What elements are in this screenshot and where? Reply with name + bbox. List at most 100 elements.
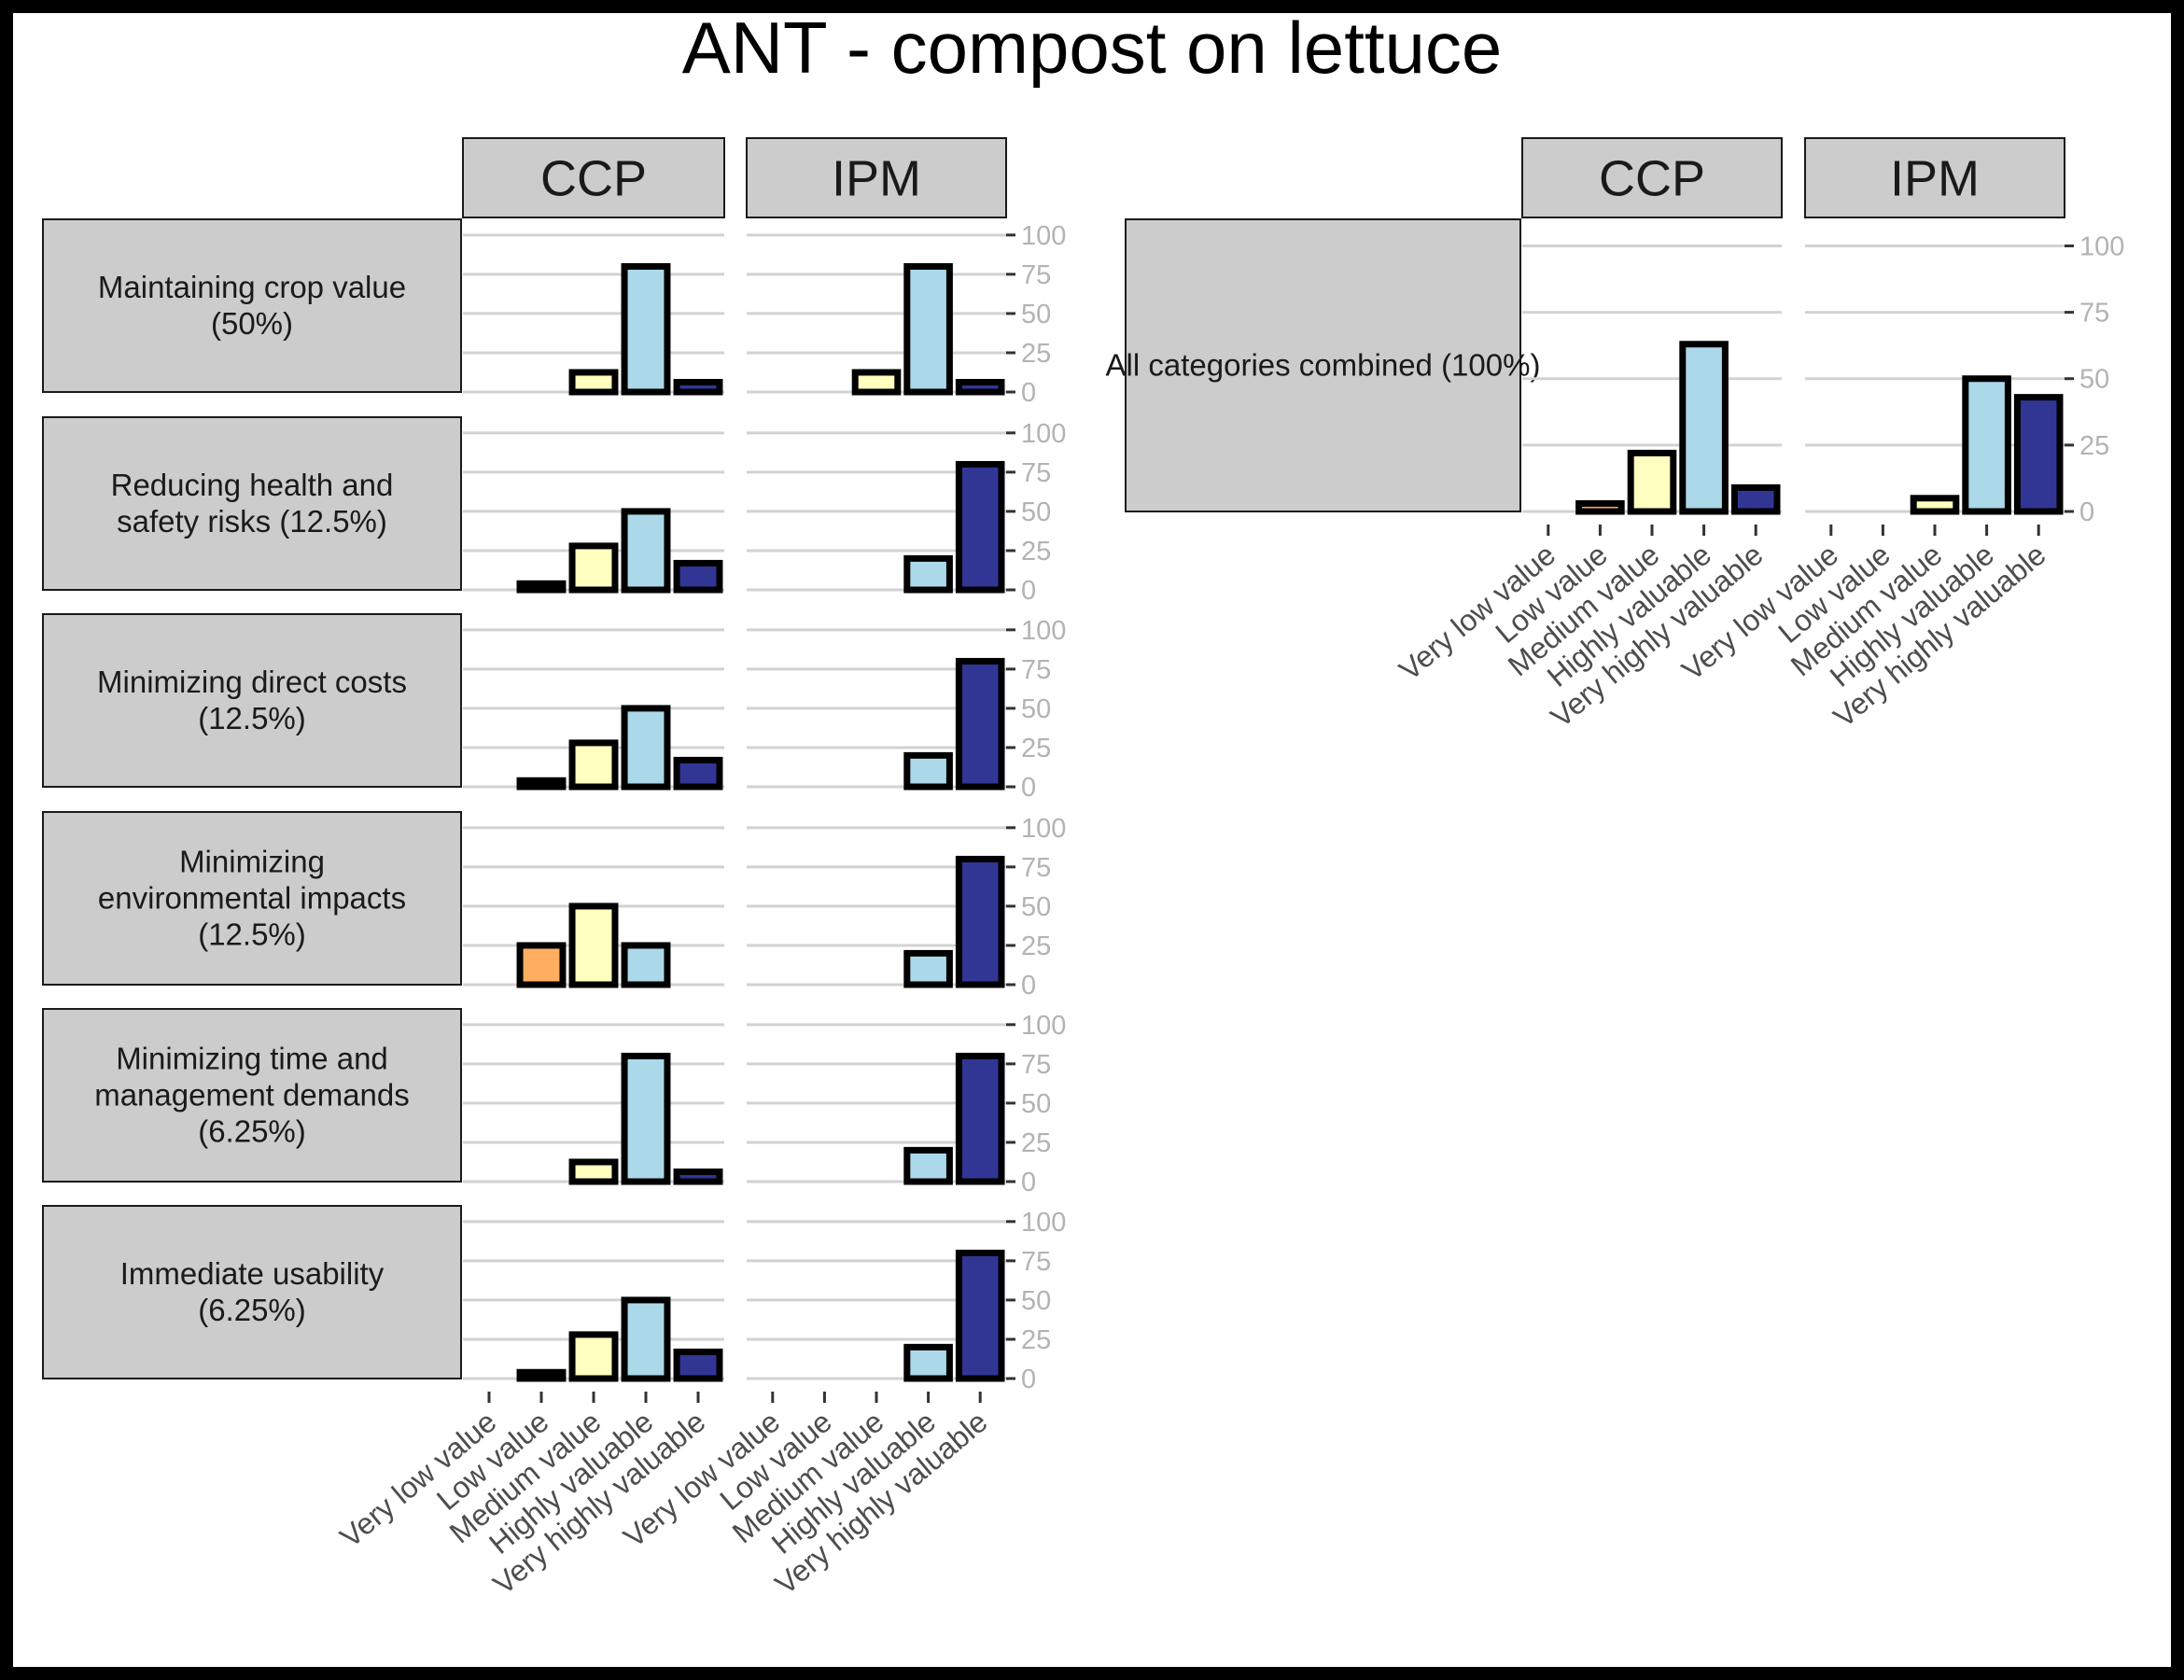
left-ccp-strip (462, 137, 725, 218)
left-row-4-y-tick-label: 100 (1021, 1011, 1066, 1041)
left-row-3-row-label: Minimizing environmental impacts (12.5%) (98, 845, 406, 952)
left-row-3-y-tick-label: 100 (1021, 814, 1066, 844)
left-row-0-y-tick-label: 25 (1021, 339, 1051, 369)
combined-y-tick-label: 50 (2079, 365, 2109, 395)
left-row-3-ccp-bar-2 (568, 903, 619, 988)
left-row-3-y-tick-label: 75 (1021, 853, 1051, 883)
left-row-4-y-tick-label: 0 (1021, 1168, 1036, 1197)
chart-title: ANT - compost on lettuce (682, 7, 1503, 89)
combined-row-label: All categories combined (100%) (1106, 348, 1541, 383)
combined-ccp-bar-4 (1730, 483, 1781, 515)
left-row-1-ccp-bar-3 (621, 508, 671, 594)
left-row-0-ipm-bar-2 (851, 369, 902, 396)
combined-row-strip (1125, 218, 1521, 512)
left-row-5-y-tick-label: 75 (1021, 1247, 1051, 1277)
left-row-0-y-tick-label: 0 (1021, 378, 1036, 408)
left-row-4-ccp-bar-4 (673, 1168, 723, 1185)
combined-ipm-bar-3 (1962, 375, 2011, 515)
left-row-2-row-strip (42, 613, 462, 788)
left-row-2-y-tick-label: 100 (1021, 616, 1066, 646)
left-row-2-ccp-bar-2 (568, 739, 619, 791)
combined-ipm-strip-label: IPM (1890, 151, 1980, 207)
left-row-5-y-tick-label: 50 (1021, 1286, 1051, 1316)
plot-layer: CCP IPM Maintaining crop value (50%) 0 25 50 75… (42, 137, 2124, 1601)
left-row-0-ccp-bar-4 (673, 378, 723, 396)
combined-ccp-bar-2 (1627, 449, 1677, 515)
left-row-1-y-tick-label: 0 (1021, 576, 1036, 606)
left-row-1-y-tick-label: 50 (1021, 497, 1051, 527)
left-row-2-y-tick-label: 75 (1021, 655, 1051, 685)
left-row-2-ccp-bar-1 (516, 777, 567, 791)
combined-ipm-strip (1804, 137, 2065, 218)
left-row-2-y-tick-label: 50 (1021, 694, 1051, 724)
left-row-4-row-strip (42, 1008, 462, 1183)
left-row-0-ipm-bar-4 (955, 378, 1005, 396)
combined-ipm-bar-2 (1910, 495, 1960, 515)
left-row-0-ccp-bar-3 (621, 262, 671, 396)
combined-y-tick-label: 25 (2079, 431, 2109, 461)
left-row-3-row-strip (42, 811, 462, 986)
combined-ccp-strip (1521, 137, 1783, 218)
left-row-1-row-strip (42, 416, 462, 591)
left-row-1-ipm-bar-3 (903, 554, 953, 594)
left-ipm-strip (746, 137, 1007, 218)
left-row-3-ccp-bar-1 (516, 942, 567, 988)
left-row-5-ipm-bar-4 (955, 1249, 1005, 1382)
left-row-1-ipm-bar-4 (955, 460, 1005, 594)
left-row-3-ipm-bar-4 (955, 855, 1005, 988)
combined-ipm-bar-4 (2013, 394, 2064, 515)
left-row-2-y-tick-label: 25 (1021, 734, 1051, 763)
left-row-5-y-tick-label: 25 (1021, 1325, 1051, 1355)
left-row-0-y-tick-label: 50 (1021, 300, 1051, 329)
left-row-5-y-tick-label: 100 (1021, 1208, 1066, 1238)
left-ipm-strip-label: IPM (832, 151, 921, 207)
left-row-5-ccp-bar-4 (673, 1348, 723, 1382)
left-row-0-y-tick-label: 75 (1021, 260, 1051, 290)
left-row-5-ccp-bar-2 (568, 1331, 619, 1382)
left-row-3-ipm-bar-3 (903, 949, 953, 988)
left-row-4-row-label: Minimizing time and management demands (6.… (94, 1042, 410, 1149)
left-row-4-ipm-bar-3 (903, 1146, 953, 1185)
left-row-2-ipm-bar-3 (903, 751, 953, 791)
left-row-4-y-tick-label: 50 (1021, 1089, 1051, 1119)
left-row-5-y-tick-label: 0 (1021, 1365, 1036, 1394)
left-row-0-ccp-bar-2 (568, 369, 619, 396)
left-row-1-ccp-bar-4 (673, 559, 723, 594)
left-row-4-ccp-bar-2 (568, 1158, 619, 1185)
left-row-5-ipm-bar-3 (903, 1343, 953, 1382)
combined-y-tick-label: 100 (2079, 231, 2124, 261)
left-row-1-ccp-bar-1 (516, 580, 567, 594)
left-row-0-ipm-bar-3 (903, 262, 953, 396)
left-row-2-ccp-bar-4 (673, 756, 723, 791)
left-row-5-ccp-bar-3 (621, 1296, 671, 1382)
left-row-5-row-strip (42, 1205, 462, 1379)
left-row-1-row-label: Reducing health and safety risks (12.5%) (111, 468, 394, 539)
left-row-2-y-tick-label: 0 (1021, 773, 1036, 803)
left-row-3-y-tick-label: 25 (1021, 931, 1051, 961)
combined-ccp-bar-1 (1575, 499, 1625, 515)
left-row-3-y-tick-label: 50 (1021, 892, 1051, 922)
left-row-2-ipm-bar-4 (955, 657, 1005, 791)
left-row-4-y-tick-label: 75 (1021, 1050, 1051, 1080)
left-row-4-y-tick-label: 25 (1021, 1128, 1051, 1158)
left-row-3-y-tick-label: 0 (1021, 971, 1036, 1001)
left-row-2-row-label: Minimizing direct costs (12.5%) (97, 665, 407, 735)
combined-y-tick-label: 75 (2079, 299, 2109, 329)
left-row-5-row-label: Immediate usability (6.25%) (120, 1256, 385, 1327)
left-ccp-strip-label: CCP (540, 151, 647, 207)
combined-y-tick-label: 0 (2079, 497, 2094, 527)
left-row-1-y-tick-label: 75 (1021, 458, 1051, 488)
left-row-5-ccp-bar-1 (516, 1368, 567, 1382)
left-row-0-row-strip (42, 218, 462, 393)
combined-ccp-bar-3 (1679, 341, 1729, 515)
left-row-1-y-tick-label: 100 (1021, 419, 1066, 449)
combined-ccp-strip-label: CCP (1599, 151, 1705, 207)
left-row-0-row-label: Maintaining crop value (50%) (98, 270, 406, 341)
left-row-3-ccp-bar-3 (621, 942, 671, 988)
left-row-4-ccp-bar-3 (621, 1052, 671, 1185)
left-row-1-y-tick-label: 25 (1021, 537, 1051, 567)
left-row-1-ccp-bar-2 (568, 542, 619, 594)
left-row-4-ipm-bar-4 (955, 1052, 1005, 1185)
left-row-0-y-tick-label: 100 (1021, 221, 1066, 251)
